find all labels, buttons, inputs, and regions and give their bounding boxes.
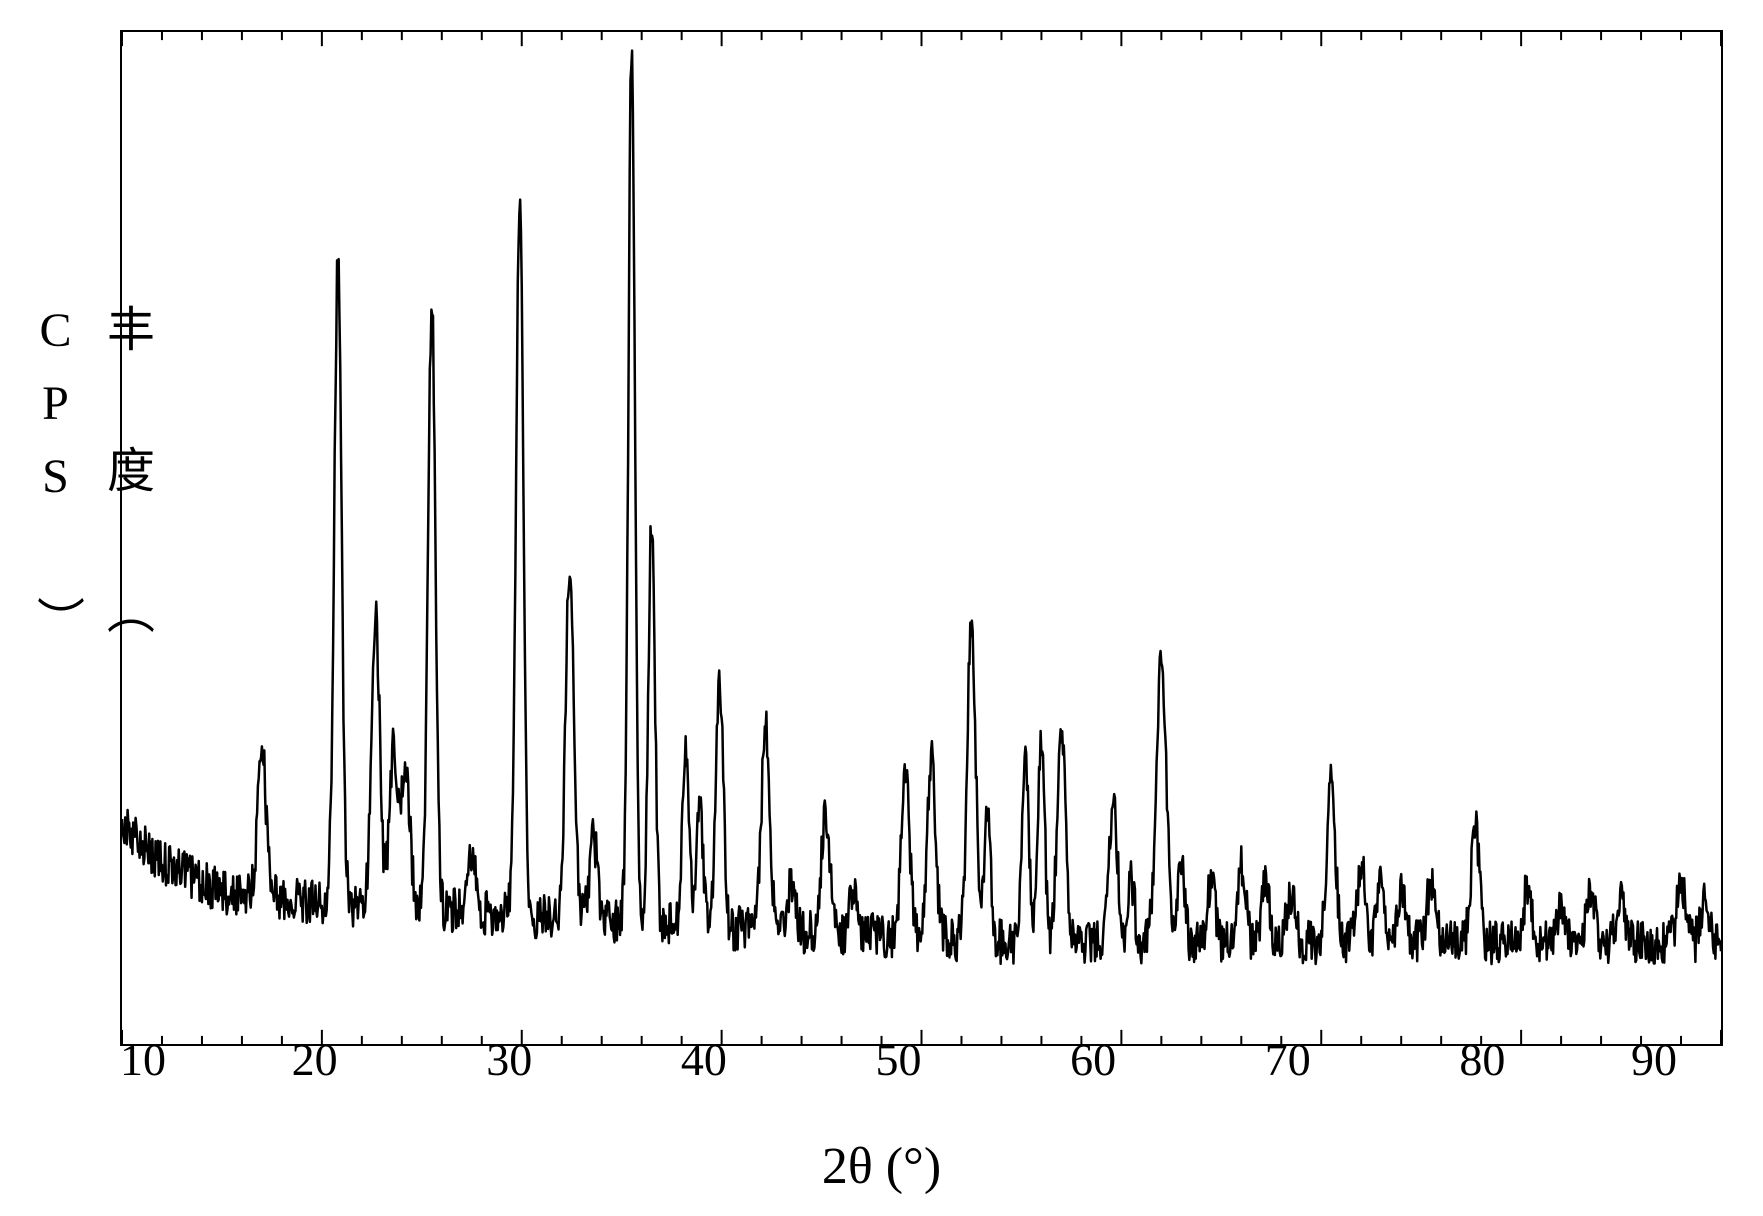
x-tick: 10 (120, 1033, 166, 1086)
x-tick-labels: 10 20 30 40 50 60 70 80 90 (120, 1033, 1723, 1086)
x-tick: 90 (1631, 1033, 1677, 1086)
xrd-trace (122, 51, 1721, 964)
x-tick: 30 (486, 1033, 532, 1086)
x-tick: 70 (1265, 1033, 1311, 1086)
x-axis-label: 2θ (°) (822, 1137, 941, 1196)
x-tick: 40 (681, 1033, 727, 1086)
xrd-chart: 丰 度 （ CPS ） 102030405060708090 2θ (°) (0, 0, 1763, 1216)
x-tick: 60 (1070, 1033, 1116, 1086)
xrd-svg (122, 32, 1721, 1044)
plot-area (120, 30, 1723, 1046)
x-tick: 20 (292, 1033, 338, 1086)
x-tick: 50 (876, 1033, 922, 1086)
x-tick: 80 (1459, 1033, 1505, 1086)
